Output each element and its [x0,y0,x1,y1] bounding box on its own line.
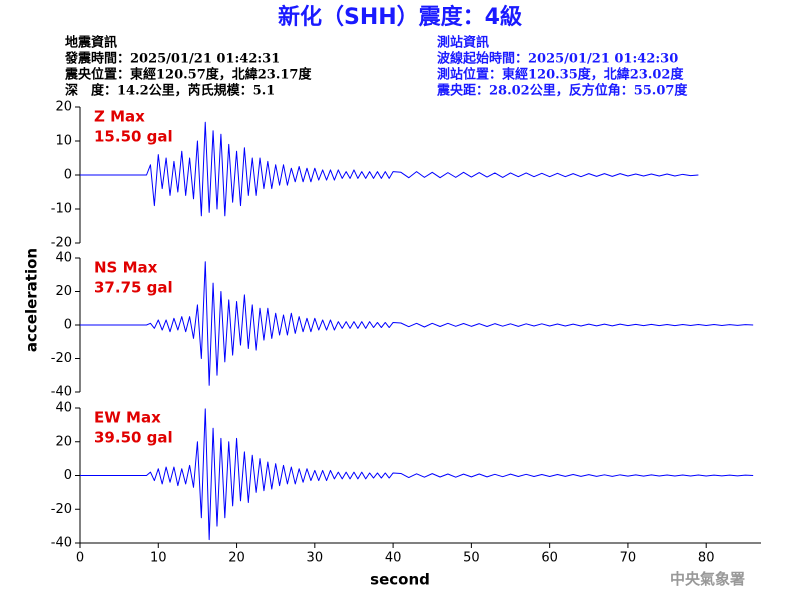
x-tick-label: 10 [150,551,167,566]
max-annotation: 39.50 gal [94,429,173,447]
x-tick-label: 70 [620,551,637,566]
max-annotation: 37.75 gal [94,279,173,297]
y-tick-label: 20 [55,284,72,299]
y-tick-label: -40 [51,536,72,551]
info-left: 地震資訊 [65,35,117,51]
y-tick-label: -20 [51,351,72,366]
y-tick-label: 10 [55,134,72,149]
x-tick-label: 0 [76,551,84,566]
info-left: 震央位置：東經120.57度，北緯23.17度 [64,67,312,83]
y-tick-label: -40 [51,385,72,400]
max-annotation: EW Max [94,409,161,427]
footer: 中央氣象署 [670,570,745,588]
info-right: 測站位置：東經120.35度，北緯23.02度 [437,67,684,83]
y-tick-label: -10 [51,202,72,217]
x-tick-label: 50 [463,551,480,566]
x-tick-label: 30 [307,551,324,566]
y-tick-label: 0 [64,318,72,333]
info-left: 深 度：14.2公里，芮氏規模：5.1 [65,83,275,99]
waveform [80,121,699,217]
max-annotation: Z Max [94,108,145,126]
y-tick-label: 20 [55,100,72,115]
title: 新化（SHH）震度：4級 [278,4,522,30]
max-annotation: 15.50 gal [94,128,173,146]
info-right: 波線起始時間：2025/01/21 01:42:30 [437,51,678,67]
y-axis-label: acceleration [23,248,41,352]
y-tick-label: 0 [64,168,72,183]
max-annotation: NS Max [94,259,158,277]
info-left: 發震時間：2025/01/21 01:42:31 [64,51,280,67]
y-tick-label: 0 [64,468,72,483]
waveform [80,261,754,386]
x-tick-label: 80 [698,551,715,566]
y-tick-label: 20 [55,434,72,449]
info-right: 震央距：28.02公里，反方位角：55.07度 [436,83,688,99]
y-tick-label: -20 [51,502,72,517]
info-right: 測站資訊 [437,35,489,51]
y-tick-label: 40 [55,251,72,266]
y-tick-label: -20 [51,236,72,251]
x-tick-label: 20 [228,551,245,566]
waveform [80,408,754,541]
x-tick-label: 60 [541,551,558,566]
y-tick-label: 40 [55,401,72,416]
x-tick-label: 40 [385,551,402,566]
x-axis-label: second [370,571,430,589]
